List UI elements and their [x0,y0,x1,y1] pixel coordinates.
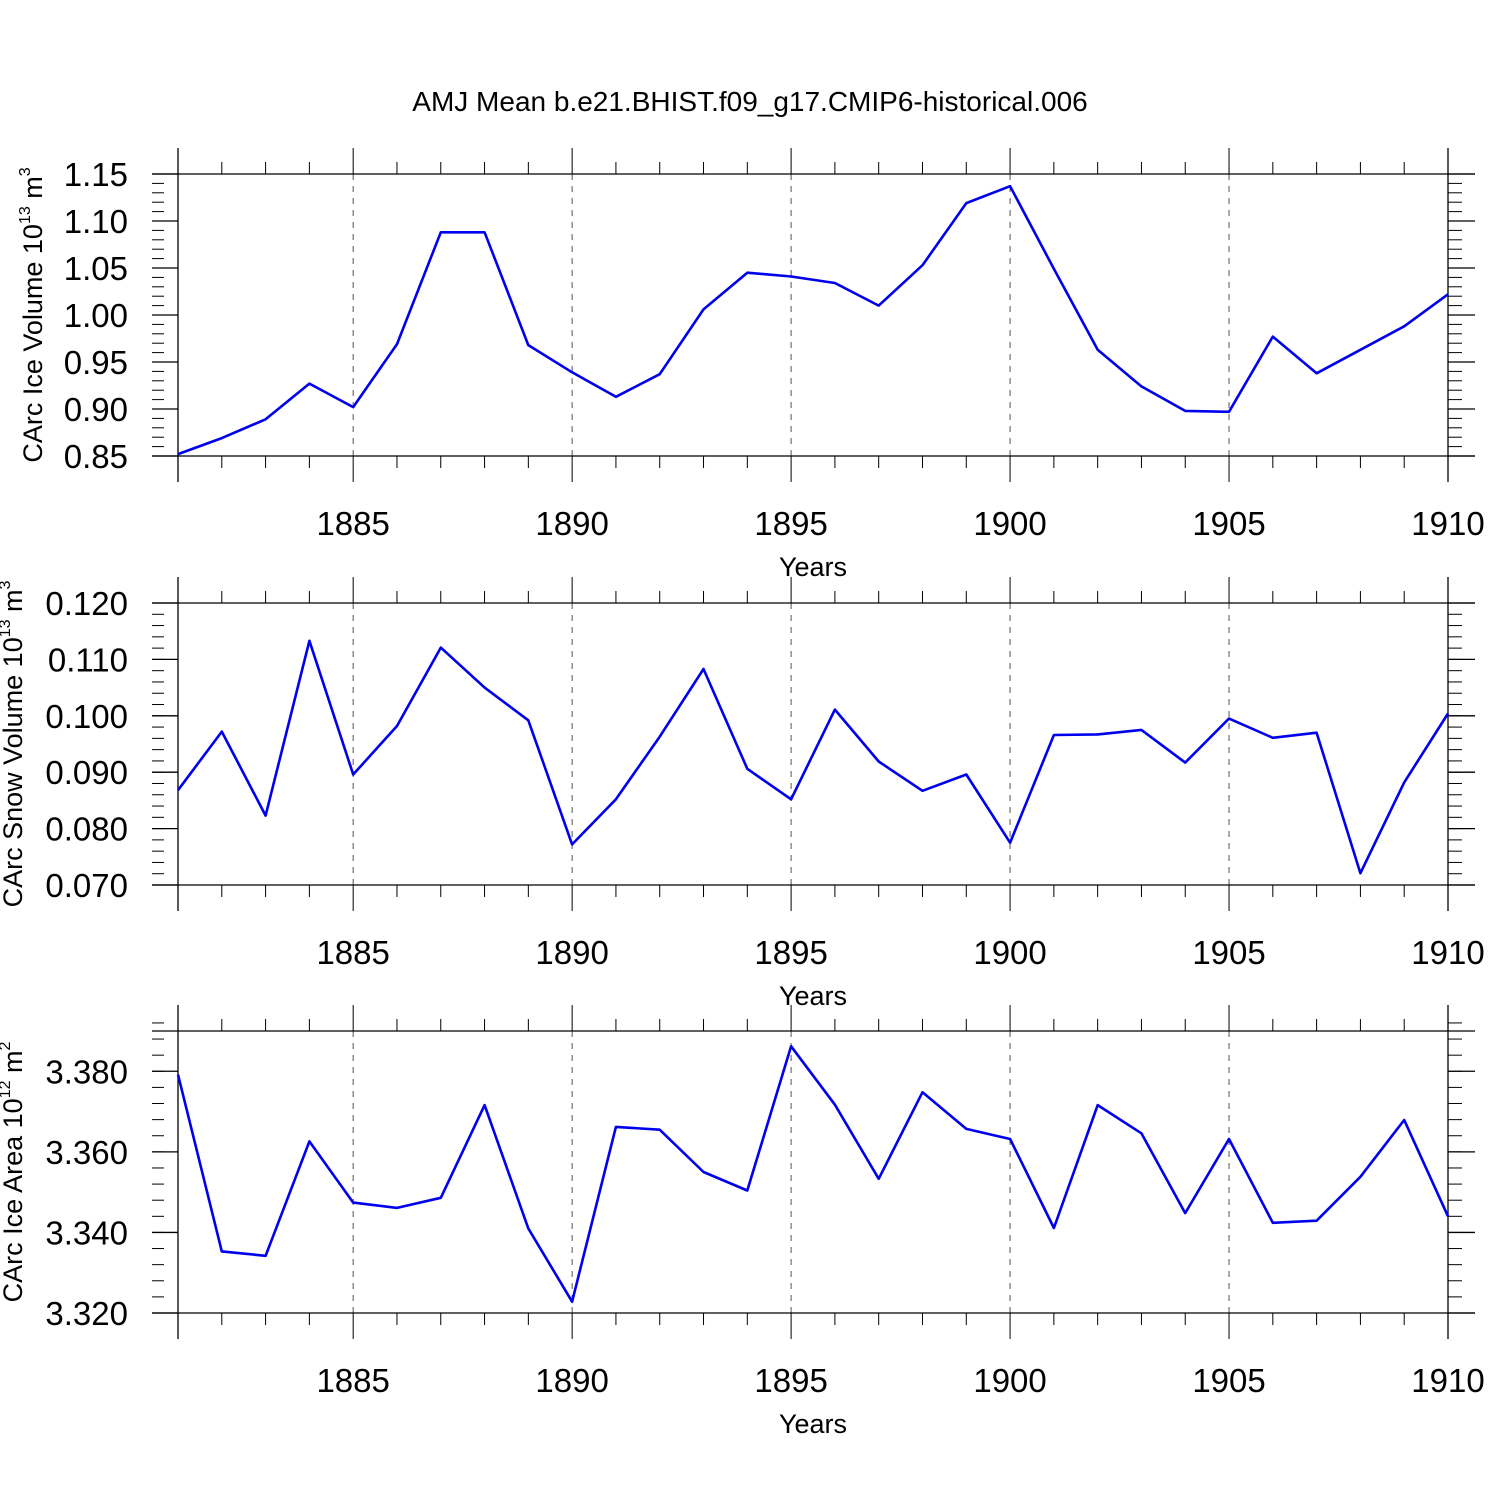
y-tick-label: 1.00 [64,297,128,334]
y-tick-label: 3.320 [45,1295,128,1332]
panel-2: 0.070 0.080 0.090 0.100 0.110 0.120 1885 1890 18… [0,577,1485,1011]
x-tick-label: 1910 [1411,934,1484,971]
x-tick-label: 1895 [754,505,827,542]
y-tick-label: 0.090 [45,754,128,791]
x-tick-label: 1895 [754,934,827,971]
x-tick-label: 1890 [535,1362,608,1399]
y-tick-label: 0.85 [64,438,128,475]
x-tick-label: 1905 [1192,1362,1265,1399]
x-tick-label: 1910 [1411,1362,1484,1399]
x-tick-label: 1885 [316,1362,389,1399]
x-axis-label: Years [779,1409,847,1439]
y-tick-label: 0.110 [48,641,128,678]
y-tick-label: 1.10 [64,203,128,240]
y-tick-label: 0.120 [45,585,128,622]
panel-3: 3.320 3.340 3.360 3.380 1885 1890 1895 1900 1905… [0,1005,1485,1439]
y-tick-label: 1.05 [64,250,128,287]
y-tick-label: 0.080 [45,811,128,848]
x-tick-label: 1895 [754,1362,827,1399]
x-axis-label: Years [779,552,847,582]
y-tick-label: 0.90 [64,391,128,428]
series-line [178,641,1448,873]
y-tick-label: 0.070 [45,867,128,904]
x-tick-label: 1885 [316,934,389,971]
x-tick-label: 1885 [316,505,389,542]
x-tick-label: 1900 [973,934,1046,971]
y-axis-label: CArc Snow Volume 1013 m3 [0,580,28,907]
x-tick-label: 1900 [973,1362,1046,1399]
y-tick-label: 3.380 [45,1053,128,1090]
panel-1: 0.85 0.90 0.95 1.00 1.05 1.10 1.15 1885 1890 1895… [17,148,1485,582]
x-tick-label: 1910 [1411,505,1484,542]
y-axis-label: CArc Ice Volume 1013 m3 [17,167,48,462]
x-tick-label: 1905 [1192,505,1265,542]
panels: 0.85 0.90 0.95 1.00 1.05 1.10 1.15 1885 1890 1895… [0,148,1485,1439]
y-tick-label: 3.340 [45,1214,128,1251]
y-tick-label: 0.100 [45,698,128,735]
y-tick-label: 0.95 [64,344,128,381]
series-line [178,1046,1448,1301]
y-axis-label: CArc Ice Area 1012 m2 [0,1042,28,1303]
x-tick-label: 1905 [1192,934,1265,971]
x-tick-label: 1890 [535,934,608,971]
x-tick-label: 1900 [973,505,1046,542]
series-line [178,186,1448,454]
y-tick-label: 1.15 [64,156,128,193]
x-tick-label: 1890 [535,505,608,542]
x-axis-label: Years [779,981,847,1011]
figure-title: AMJ Mean b.e21.BHIST.f09_g17.CMIP6-histo… [412,86,1087,117]
y-tick-label: 3.360 [45,1134,128,1171]
